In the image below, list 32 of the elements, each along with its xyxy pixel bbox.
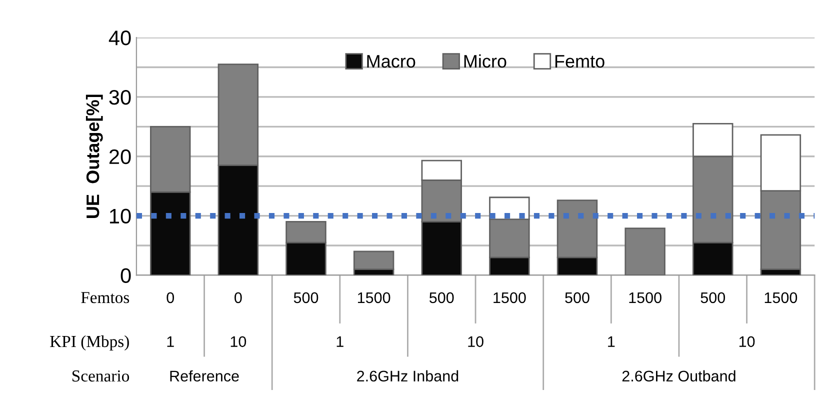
text: 10 [739, 336, 755, 348]
x-tick-label: 0 [166, 292, 174, 304]
y-tick-label: 30 [109, 90, 131, 105]
text: Femtos [81, 292, 130, 304]
y-tick-label: 20 [109, 149, 131, 164]
x-tick-label: 500 [565, 292, 590, 304]
text: KPI (Mbps) [50, 335, 129, 351]
y-tick-label: 10 [110, 208, 131, 224]
legend-label: Macro [367, 55, 416, 68]
text: 1 [608, 336, 615, 347]
bar [624, 228, 666, 276]
legend-label: Femto [555, 55, 604, 68]
text: 2.6GHz Outband [622, 370, 736, 382]
text: Reference [170, 370, 239, 382]
y-tick-label: 40 [108, 30, 131, 46]
x-tick-label: 500 [294, 292, 318, 304]
text: 1 [167, 336, 174, 347]
legend-label: Micro [464, 54, 506, 68]
text: 1 [336, 336, 344, 347]
x-tick-label: 500 [429, 292, 454, 304]
x-tick-label: 1500 [358, 292, 390, 304]
x-tick-label: 0 [234, 292, 242, 304]
text: 2.6GHz Inband [357, 370, 458, 382]
x-tick-label: 1500 [494, 292, 526, 304]
text: 10 [230, 336, 246, 348]
text: 10 [468, 336, 484, 348]
y-axis-title: UE Outage[%] [86, 94, 103, 218]
x-tick-label: 1500 [764, 292, 798, 304]
y-tick-label: 0 [120, 268, 131, 283]
text: Scenario [72, 370, 130, 382]
x-tick-label: 500 [700, 292, 726, 304]
x-tick-label: 1500 [629, 292, 662, 304]
